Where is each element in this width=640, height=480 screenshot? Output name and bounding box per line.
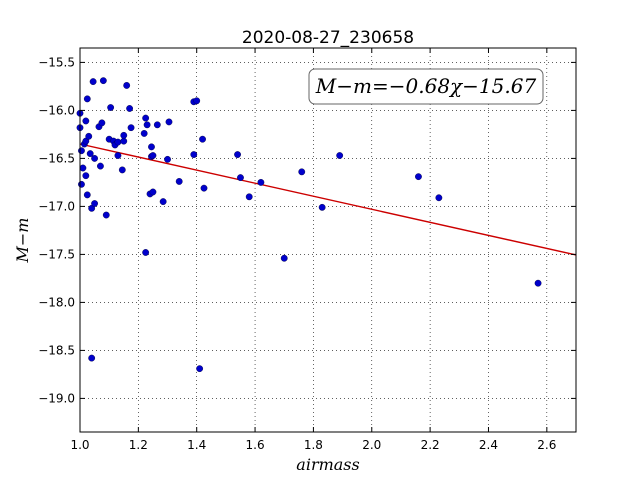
data-point — [120, 131, 128, 139]
y-tick-label: −17.5 — [38, 247, 75, 261]
data-point — [86, 150, 94, 158]
fit-line — [79, 143, 577, 256]
data-point — [102, 211, 110, 219]
data-point — [193, 97, 201, 105]
data-point — [114, 138, 122, 146]
data-point — [415, 173, 422, 181]
data-point — [143, 121, 151, 129]
data-point — [98, 119, 106, 127]
data-point — [534, 279, 542, 287]
data-point — [118, 166, 126, 174]
data-point — [199, 135, 206, 143]
x-tick-label: 1.4 — [187, 438, 206, 452]
data-point — [142, 249, 150, 256]
plot-area-frame — [79, 47, 577, 433]
x-tick-label: 2.0 — [362, 438, 381, 452]
data-point — [140, 130, 148, 137]
y-tick-label: −18.0 — [38, 295, 75, 309]
data-point — [99, 77, 107, 85]
data-point — [196, 365, 204, 373]
data-point — [190, 151, 198, 158]
data-point — [142, 114, 150, 122]
data-point — [336, 152, 344, 159]
x-tick-label: 1.0 — [70, 438, 89, 452]
chart-title: 2020-08-27_230658 — [242, 28, 414, 48]
data-point — [237, 174, 244, 182]
data-point — [165, 118, 173, 126]
data-point — [88, 354, 96, 362]
axis-ticks: 1.0 1.2 1.4 1.6 1.8 2.0 2.2 2.4 2.6 −15.5 −16.0 −16… — [38, 48, 576, 452]
y-tick-label: −19.0 — [38, 391, 75, 405]
y-tick-label: −16.5 — [38, 151, 75, 165]
fit-line-layer — [79, 143, 577, 256]
data-point — [127, 124, 135, 132]
data-point — [148, 143, 155, 151]
y-tick-label: −18.5 — [38, 343, 75, 357]
y-tick-label: −16.0 — [38, 103, 75, 117]
data-point — [91, 200, 98, 207]
fit-equation-annotation: M−m=−0.68χ−15.67 — [308, 68, 544, 105]
data-point — [107, 104, 115, 111]
data-point — [200, 184, 208, 192]
x-tick-label: 2.2 — [421, 438, 440, 452]
data-point — [89, 78, 97, 86]
data-point — [82, 172, 90, 180]
data-point — [149, 188, 157, 196]
data-point — [97, 162, 104, 170]
data-point — [120, 137, 128, 145]
y-tick-label: −15.5 — [38, 55, 75, 69]
y-tick-label: −17.0 — [38, 199, 75, 213]
data-point — [153, 121, 161, 129]
data-point — [91, 154, 98, 162]
data-point — [83, 191, 91, 199]
data-point — [435, 194, 443, 202]
data-point — [126, 105, 134, 112]
data-point — [149, 152, 157, 159]
data-point — [245, 193, 253, 201]
data-points — [76, 77, 542, 373]
data-point — [298, 168, 306, 176]
data-point — [78, 147, 85, 155]
x-tick-label: 1.6 — [246, 438, 265, 452]
data-point — [318, 203, 326, 211]
data-point — [123, 82, 131, 89]
x-tick-label: 2.4 — [479, 438, 498, 452]
data-point — [159, 198, 167, 206]
x-tick-label: 1.2 — [129, 438, 148, 452]
x-axis-label: airmass — [296, 455, 359, 474]
data-point — [85, 132, 93, 140]
data-point — [83, 95, 91, 103]
data-point — [234, 151, 241, 158]
grid-lines — [79, 48, 576, 432]
data-point — [257, 178, 265, 186]
data-point — [78, 180, 85, 188]
data-point — [175, 178, 183, 185]
y-axis-label: M−m — [13, 218, 32, 264]
data-point — [164, 155, 171, 163]
data-point — [280, 254, 288, 262]
fit-equation-text: M−m=−0.68χ−15.67 — [315, 74, 537, 98]
x-tick-label: 1.8 — [304, 438, 323, 452]
data-point — [79, 164, 87, 172]
data-point — [82, 117, 90, 125]
data-point — [114, 152, 122, 159]
x-tick-label: 2.6 — [537, 438, 556, 452]
